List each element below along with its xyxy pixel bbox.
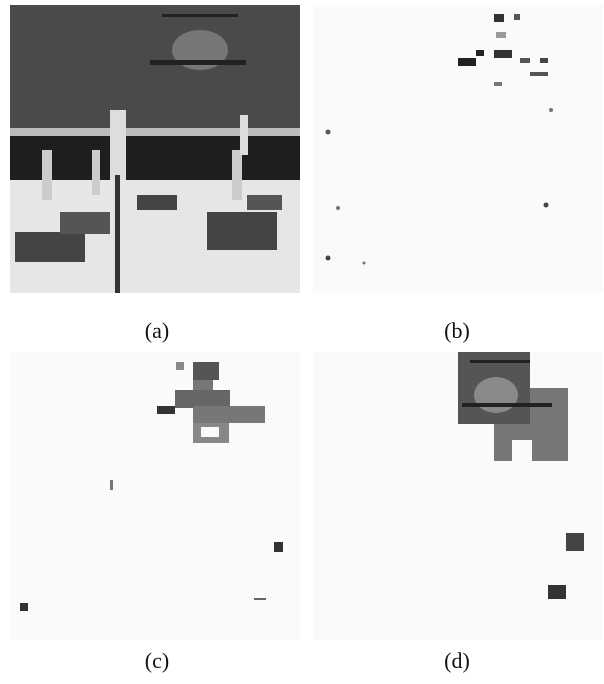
caption: (a) bbox=[145, 318, 169, 343]
panel-b-image bbox=[313, 5, 603, 293]
caption: (c) bbox=[145, 648, 169, 673]
panel-a-image bbox=[10, 5, 300, 293]
panel-d-image bbox=[313, 352, 603, 640]
caption: (d) bbox=[444, 648, 470, 673]
figure: (a) (b) (c) (d) bbox=[0, 0, 604, 684]
caption: (b) bbox=[444, 318, 470, 343]
panel-c-image bbox=[10, 352, 300, 640]
